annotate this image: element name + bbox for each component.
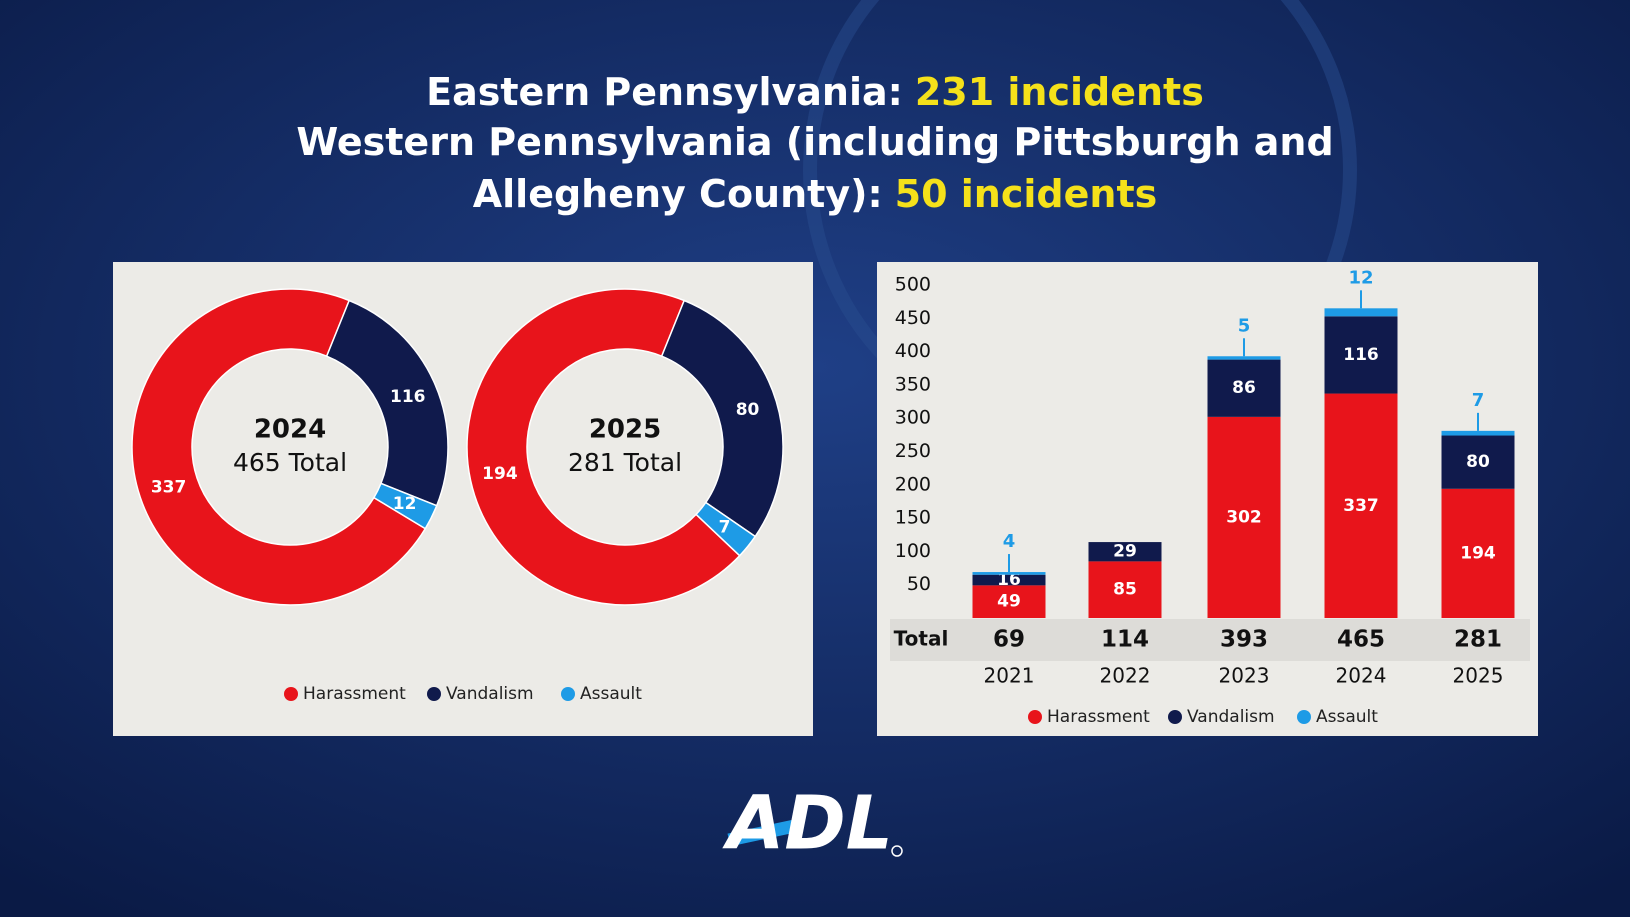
x-tick-label: 2021 (984, 664, 1035, 688)
bar-segment (972, 574, 1046, 586)
header-line: Allegheny County): 50 incidents (473, 172, 1157, 216)
legend-label: Assault (1316, 707, 1378, 727)
y-tick-label: 350 (895, 373, 931, 395)
segment-label: 116 (1343, 345, 1379, 365)
segment-label: 80 (1466, 452, 1490, 472)
bar-segment (1441, 435, 1515, 489)
x-tick-label: 2024 (1336, 664, 1387, 688)
bar-segment (1324, 393, 1398, 618)
bar-segment (972, 572, 1046, 575)
legend-label: Harassment (1047, 707, 1150, 727)
segment-label: 302 (1226, 507, 1262, 527)
total-value: 114 (1101, 627, 1149, 653)
donut-segment (131, 288, 427, 606)
total-value: 281 (1454, 627, 1502, 653)
y-tick-label: 450 (895, 307, 931, 329)
y-tick-label: 500 (895, 274, 931, 296)
segment-label: 194 (1460, 543, 1496, 563)
segment-label: 80 (736, 400, 760, 420)
bar-segment (1324, 316, 1398, 394)
donut-subtitle: 281 Total (568, 448, 682, 477)
header-line: Western Pennsylvania (including Pittsbur… (296, 120, 1333, 164)
legend-swatch (1297, 710, 1311, 724)
legend-label: Vandalism (1187, 707, 1275, 727)
donut-title: 2025 (589, 415, 661, 445)
bar-segment (1207, 359, 1281, 417)
header-text: Western Pennsylvania (including Pittsbur… (296, 120, 1333, 164)
segment-label: 5 (1238, 315, 1251, 336)
segment-label: 7 (719, 518, 731, 538)
header-text: Eastern Pennsylvania: (426, 70, 903, 114)
segment-label: 7 (1472, 390, 1485, 411)
bar-segment (1441, 488, 1515, 618)
segment-label: 29 (1113, 542, 1137, 562)
donut-segment (695, 501, 757, 557)
segment-label: 86 (1232, 378, 1256, 398)
bar-segment (972, 585, 1046, 618)
logo-accent (727, 818, 801, 847)
header-line: Eastern Pennsylvania: 231 incidents (426, 70, 1204, 114)
segment-label: 49 (997, 592, 1021, 612)
legend-swatch (1028, 710, 1042, 724)
bar-segment (1441, 430, 1515, 436)
y-tick-label: 250 (895, 440, 931, 462)
segment-label: 12 (1348, 267, 1373, 288)
donut-segment (660, 299, 784, 538)
bar-segment (1207, 356, 1281, 360)
y-tick-label: 300 (895, 407, 931, 429)
y-tick-label: 100 (895, 540, 931, 562)
y-tick-label: 400 (895, 340, 931, 362)
bar-segment (1088, 542, 1162, 562)
total-value: 465 (1337, 627, 1385, 653)
x-tick-label: 2022 (1100, 664, 1151, 688)
registered-mark (891, 845, 903, 857)
legend-label: Assault (580, 684, 642, 704)
legend-label: Harassment (303, 684, 406, 704)
donut-segment (372, 482, 438, 530)
segment-label: 194 (482, 464, 518, 484)
x-tick-label: 2023 (1219, 664, 1270, 688)
header-highlight: 50 incidents (895, 172, 1158, 216)
legend-swatch (1168, 710, 1182, 724)
header-highlight: 231 incidents (915, 70, 1204, 114)
segment-label: 85 (1113, 580, 1137, 600)
y-tick-label: 50 (907, 573, 931, 595)
y-tick-label: 150 (895, 507, 931, 529)
logo: ADL (722, 781, 893, 867)
segment-label: 12 (393, 494, 417, 514)
header-text: Allegheny County): (473, 172, 883, 216)
totals-band (890, 619, 1530, 661)
donut-segment (325, 299, 449, 507)
donut-segment (466, 288, 741, 606)
segment-label: 116 (390, 387, 426, 407)
y-tick-label: 200 (895, 473, 931, 495)
legend-swatch (284, 687, 298, 701)
x-tick-label: 2025 (1453, 664, 1504, 688)
legend-swatch (561, 687, 575, 701)
bar-segment (1207, 416, 1281, 618)
legend-label: Vandalism (446, 684, 534, 704)
segment-label: 4 (1003, 531, 1016, 552)
legend-swatch (427, 687, 441, 701)
donut-subtitle: 465 Total (233, 448, 347, 477)
segment-label: 337 (151, 478, 187, 498)
total-value: 393 (1220, 627, 1268, 653)
bar-segment (1088, 561, 1162, 618)
donut-title: 2024 (254, 415, 326, 445)
bar-segment (1324, 308, 1398, 317)
segment-label: 16 (997, 570, 1021, 590)
totals-label: Total (894, 627, 949, 651)
total-value: 69 (993, 627, 1025, 653)
segment-label: 337 (1343, 496, 1379, 516)
